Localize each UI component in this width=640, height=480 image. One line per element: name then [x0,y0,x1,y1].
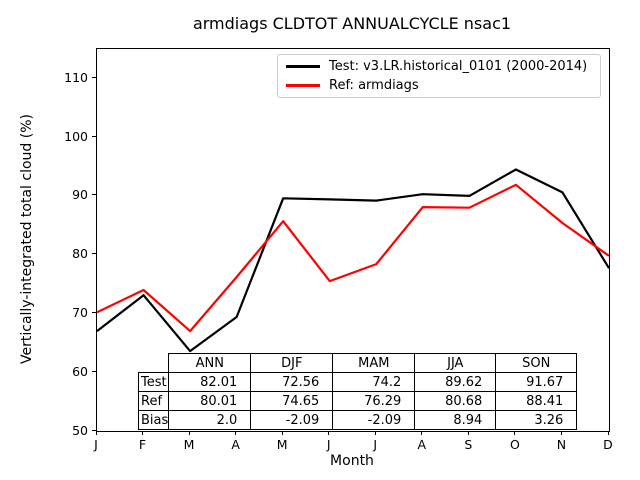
plot-area [96,48,610,432]
legend-label: Test: v3.LR.historical_0101 (2000-2014) [329,59,588,74]
table-cell: 74.2 [332,372,416,392]
y-tick-label: 50 [72,422,88,438]
legend-item: Ref: armdiags [278,76,600,95]
table-cell: 3.26 [495,410,578,430]
x-axis-label: Month [330,453,374,469]
legend-label: Ref: armdiags [329,78,419,93]
table-corner-blank [139,354,169,373]
table-row: Bias 2.0 -2.09 -2.09 8.94 3.26 [137,410,578,430]
table-cell: 72.56 [250,372,334,392]
table-cell: 89.62 [414,372,497,392]
y-tick-label: 90 [72,187,88,203]
y-tick-mark [92,370,96,372]
x-tick-mark [281,431,283,435]
x-tick-mark [421,431,423,435]
x-tick-mark [188,431,190,435]
y-axis-label: Vertically-integrated total cloud (%) [19,114,35,364]
x-tick-mark [560,431,562,435]
legend-item: Test: v3.LR.historical_0101 (2000-2014) [278,57,600,76]
table-cell: 80.68 [414,391,497,411]
table-cell: 88.41 [495,391,578,411]
table-cell: 82.01 [168,372,252,392]
y-tick-mark [92,253,96,255]
x-tick-label: D [603,437,613,452]
table-column-header: SON [495,353,578,373]
y-tick-mark [92,311,96,313]
x-tick-label: A [417,437,427,452]
table-row-label: Bias [137,410,170,430]
table-cell: 76.29 [332,391,416,411]
table-cell: -2.09 [250,410,334,430]
x-tick-mark [374,431,376,435]
table-row: Ref 80.01 74.65 76.29 80.68 88.41 [137,391,578,411]
y-tick-label: 110 [64,69,88,85]
y-tick-mark [92,76,96,78]
x-tick-mark [235,431,237,435]
test-series-line [97,168,609,353]
table-cell: 74.65 [250,391,334,411]
chart-title: armdiags CLDTOT ANNUALCYCLE nsac1 [192,14,512,33]
y-tick-mark [92,135,96,137]
table-cell: 8.94 [414,410,497,430]
table-row: Test 82.01 72.56 74.2 89.62 91.67 [137,372,578,392]
y-tick-mark [92,429,96,431]
x-tick-mark [514,431,516,435]
y-tick-label: 100 [64,128,88,144]
y-tick-label: 80 [72,246,88,262]
table-column-header: ANN [168,353,252,373]
table-column-header: DJF [250,353,334,373]
x-tick-label: J [373,437,378,452]
x-tick-label: O [509,437,520,452]
chart-svg [97,168,609,353]
x-tick-label: M [183,437,195,452]
x-tick-mark [328,431,330,435]
x-tick-label: S [464,437,473,452]
x-tick-mark [95,431,97,435]
table-row-label: Ref [137,391,170,411]
y-tick-mark [92,194,96,196]
y-tick-label: 70 [72,304,88,320]
legend-line-swatch [286,65,320,68]
table-column-header: MAM [332,353,416,373]
ref-series-line [97,183,609,333]
table-cell: 80.01 [168,391,252,411]
x-tick-label: M [276,437,288,452]
stats-table: ANN DJF MAM JJA SON Test 82.01 72.56 74.2 89.62 9… [137,353,578,430]
x-tick-label: J [326,437,331,452]
legend-line-swatch [286,84,320,87]
x-tick-label: A [231,437,240,452]
x-tick-label: J [94,437,98,452]
x-tick-label: N [556,437,567,452]
table-column-header: JJA [414,353,497,373]
legend: Test: v3.LR.historical_0101 (2000-2014) R… [277,54,601,98]
x-tick-label: F [138,437,147,452]
x-tick-mark [142,431,144,435]
table-cell: 2.0 [168,410,252,430]
table-cell: 91.67 [495,372,578,392]
table-cell: -2.09 [332,410,416,430]
x-tick-mark [467,431,469,435]
table-row-label: Test [137,372,170,392]
x-tick-mark [607,431,609,435]
y-tick-label: 60 [72,363,88,379]
